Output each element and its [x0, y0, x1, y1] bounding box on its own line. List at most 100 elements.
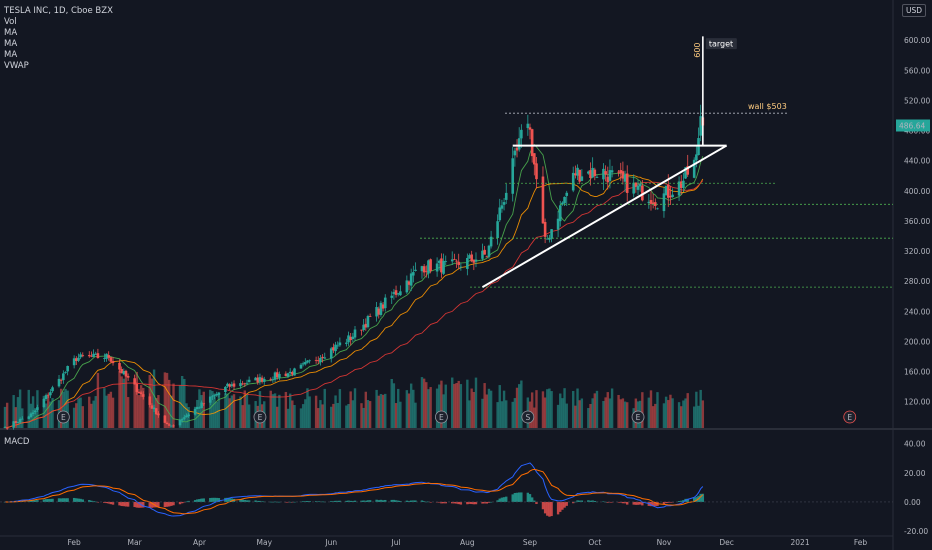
volume-bar [546, 389, 549, 428]
macd-hist-bar [72, 497, 76, 502]
macd-y-tick-label: 0.00 [904, 498, 921, 507]
legend-vol[interactable]: Vol [4, 17, 17, 27]
volume-bar [135, 371, 138, 428]
candle-body [578, 169, 581, 182]
volume-bar [425, 382, 428, 428]
volume-bar [323, 388, 326, 428]
candle-body [457, 261, 461, 266]
macd-hist-bar [572, 501, 575, 504]
legend-ma-2[interactable]: MA [4, 39, 18, 49]
volume-bar [5, 402, 9, 428]
candle-body [444, 261, 448, 262]
macd-hist-bar [500, 497, 504, 502]
event-marker-label: E [847, 413, 852, 422]
x-tick-label: Feb [854, 538, 868, 547]
macd-hist-bar [457, 501, 460, 505]
macd-hist-bar [366, 500, 370, 502]
legend-ma-3[interactable]: MA [4, 50, 18, 60]
candle-body [118, 362, 121, 370]
macd-hist-bar [468, 501, 471, 504]
volume-bar [427, 389, 430, 428]
volume-bar [306, 388, 309, 428]
volume-bar [409, 383, 413, 428]
macd-hist-bar [148, 501, 151, 508]
candle-body [634, 182, 638, 187]
volume-bar [349, 391, 352, 428]
x-tick-label: Oct [588, 538, 601, 547]
candle-body [366, 316, 370, 328]
volume-bar [451, 377, 454, 428]
volume-bar [81, 406, 84, 428]
candle-body [474, 259, 478, 262]
candle-body [442, 260, 445, 274]
candle-body [647, 201, 651, 204]
currency-badge[interactable]: USD [901, 4, 926, 17]
macd-hist-bar [260, 501, 264, 502]
volume-bar [686, 393, 689, 428]
macd-hist-bar [180, 501, 184, 504]
volume-bar [649, 390, 653, 428]
macd-hist-bar [587, 500, 590, 502]
volume-bar [232, 394, 236, 428]
macd-hist-bar [466, 501, 469, 505]
y-tick-label: 560.00 [904, 66, 930, 75]
volume-bar [202, 391, 205, 428]
macd-hist-bar [541, 501, 545, 510]
macd-hist-bar [49, 498, 52, 502]
volume-bar [167, 379, 171, 428]
candle-body [617, 171, 620, 173]
volume-bar [224, 393, 227, 428]
macd-hist-bar [379, 499, 383, 502]
legend-ma-1[interactable]: MA [4, 28, 18, 38]
legend-vwap[interactable]: VWAP [4, 61, 29, 71]
candle-body [390, 295, 394, 298]
candle-body [165, 422, 169, 425]
candle-body [66, 365, 69, 372]
macd-hist-bar [561, 501, 564, 510]
macd-hist-bar [530, 497, 534, 502]
candle-body [621, 171, 625, 179]
macd-hist-bar [498, 498, 501, 502]
candle-body [232, 383, 236, 387]
x-tick-label: Apr [193, 538, 207, 547]
candle-body [394, 290, 398, 295]
macd-hist-bar [515, 492, 519, 502]
candle-body [593, 169, 597, 177]
volume-bar [364, 391, 368, 428]
candle-body [3, 427, 7, 429]
candle-body [332, 347, 335, 351]
volume-bar [470, 388, 473, 428]
candle-body [135, 383, 139, 393]
candle-body [72, 358, 76, 366]
candle-body [228, 384, 231, 387]
macd-hist-bar [345, 500, 348, 502]
candle-body [247, 379, 251, 383]
candle-body [638, 183, 642, 187]
annotation-target: target [709, 40, 733, 49]
volume-bar [308, 396, 311, 428]
macd-hist-bar [57, 498, 61, 502]
volume-bar [77, 398, 80, 428]
volume-bar [111, 397, 115, 428]
volume-bar [120, 376, 123, 428]
volume-bar [245, 393, 249, 428]
macd-hist-bar [79, 498, 82, 502]
volume-bar [390, 378, 393, 428]
volume-bar [338, 389, 342, 428]
volume-bar [122, 378, 126, 428]
y-tick-label: 280.00 [904, 277, 930, 286]
macd-hist-bar [397, 500, 400, 502]
macd-hist-bar [377, 500, 380, 502]
macd-hist-bar [165, 501, 169, 507]
candle-body [90, 355, 93, 357]
candle-body [304, 362, 307, 365]
volume-bar [211, 391, 214, 428]
candle-body [245, 382, 249, 384]
candle-body [528, 127, 532, 130]
macd-hist-bar [390, 499, 393, 502]
volume-bar [701, 400, 705, 428]
candle-body [215, 394, 219, 396]
macd-hist-bar [669, 501, 672, 503]
macd-hist-bar [321, 501, 324, 503]
